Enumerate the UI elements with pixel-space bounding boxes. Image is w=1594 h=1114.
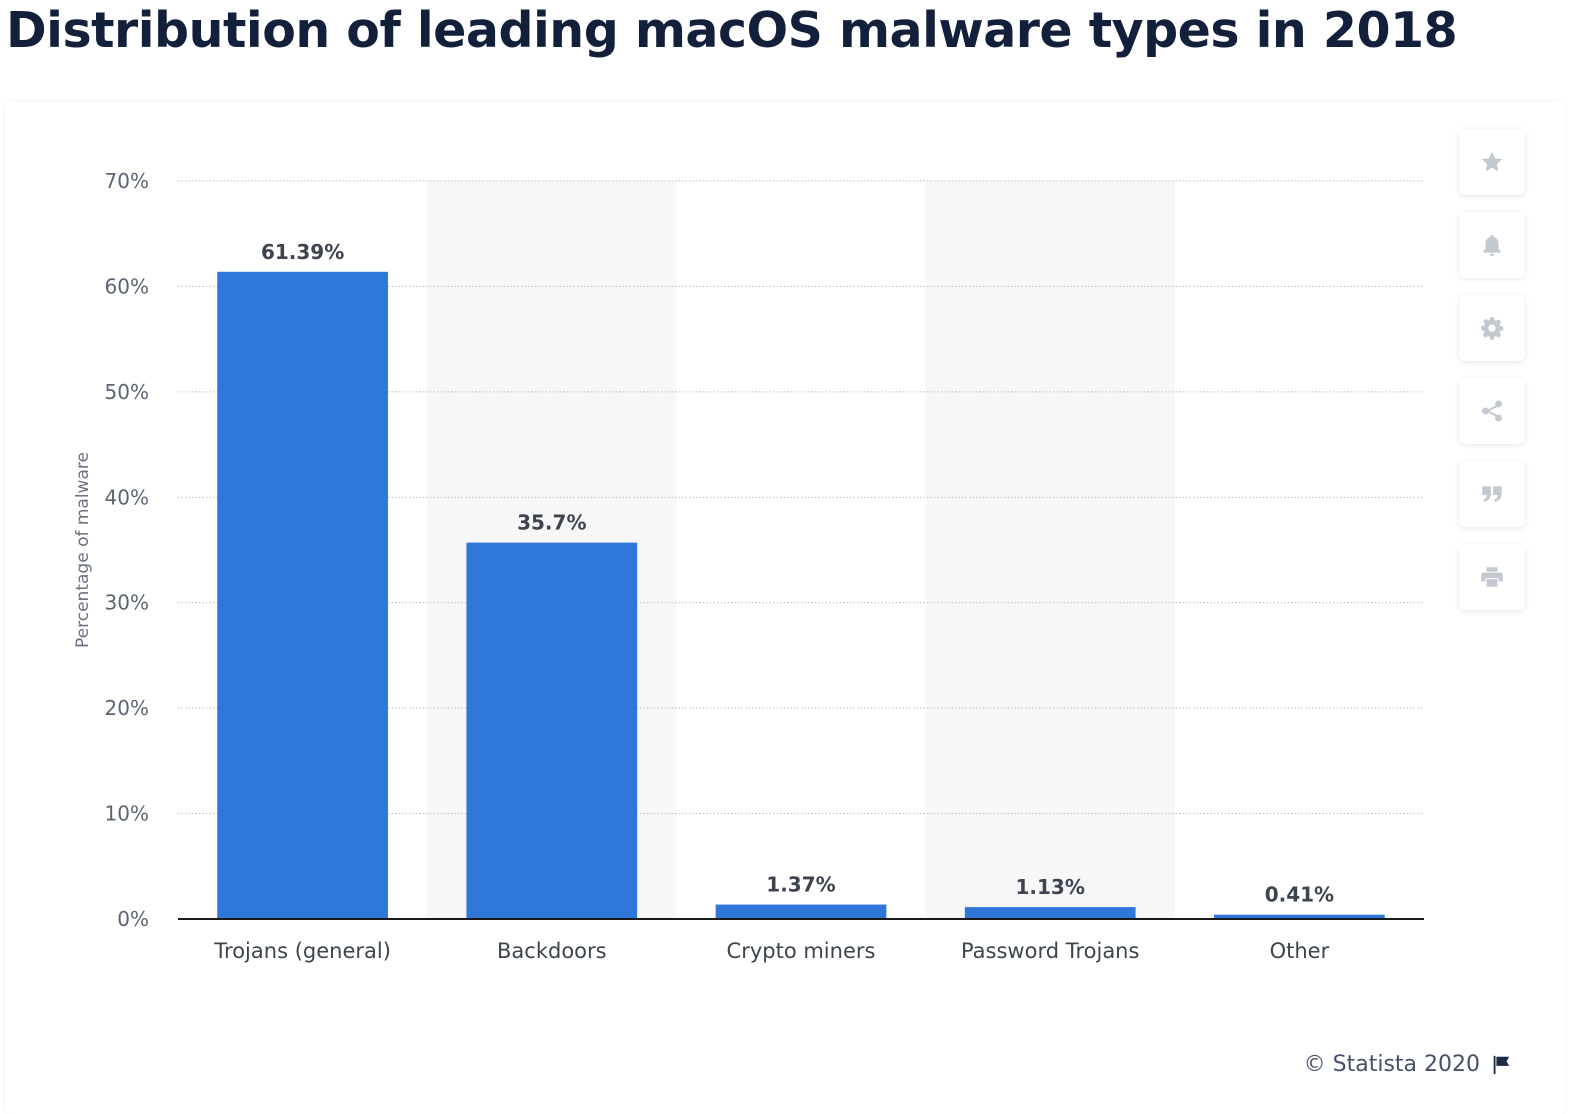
bar [466,542,638,919]
bar [1214,914,1385,919]
gear-icon [1481,317,1504,340]
settings-button[interactable] [1459,295,1525,361]
x-tick-label: Crypto miners [727,939,876,963]
bar [217,271,388,919]
flag-icon[interactable] [1490,1054,1512,1076]
y-tick-label: 20% [105,696,149,720]
quote-icon [1482,486,1502,502]
y-tick-label: 60% [105,274,149,298]
x-tick-label: Trojans (general) [213,939,391,963]
data-label: 0.41% [1265,883,1334,907]
bar [964,907,1136,919]
y-tick-label: 10% [105,802,149,826]
data-label: 61.39% [261,240,344,264]
page-title: Distribution of leading macOS malware ty… [6,2,1458,59]
chart-toolbar [1459,129,1525,610]
print-button[interactable] [1459,544,1525,610]
data-label: 35.7% [517,511,586,535]
column-band [925,181,1175,919]
x-tick-label: Password Trojans [961,939,1139,963]
share-button[interactable] [1459,378,1525,444]
y-tick-label: 70% [105,169,149,193]
print-icon [1481,567,1503,587]
share-icon [1482,400,1502,422]
x-tick-label: Backdoors [497,939,607,963]
star-icon [1481,151,1503,172]
y-tick-label: 0% [117,907,149,931]
data-label: 1.37% [766,873,835,897]
data-label: 1.13% [1016,875,1085,899]
bell-icon [1483,234,1501,257]
source-credit: © Statista 2020 [1303,1052,1480,1077]
y-axis-title: Percentage of malware [73,452,93,648]
source-footer: © Statista 2020 [1304,1052,1512,1077]
y-tick-label: 30% [105,591,149,615]
y-tick-label: 50% [105,380,149,404]
cite-button[interactable] [1459,461,1525,527]
favorite-button[interactable] [1459,129,1525,195]
notification-button[interactable] [1459,212,1525,278]
x-tick-label: Other [1270,939,1330,963]
y-tick-label: 40% [105,485,149,509]
bar [715,904,887,919]
